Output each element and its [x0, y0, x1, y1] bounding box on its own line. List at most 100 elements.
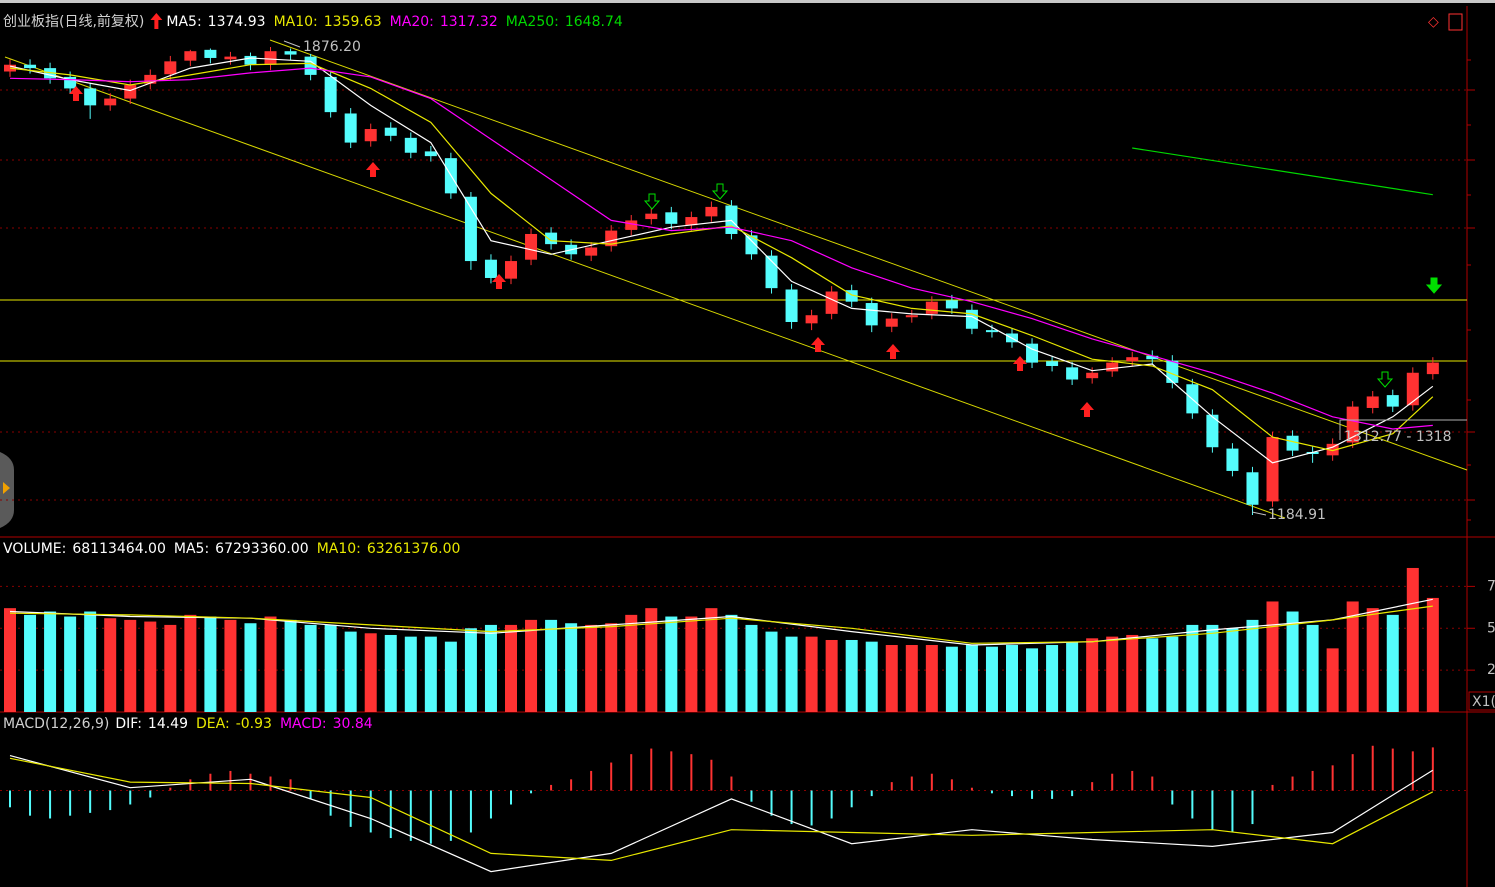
- volume-bar: [985, 646, 998, 712]
- volume-bar: [164, 624, 177, 712]
- readout-value: 1359.63: [324, 14, 382, 30]
- readout-name: MA250:: [506, 14, 559, 30]
- volume-bar: [224, 619, 237, 712]
- buy-signal: [886, 344, 900, 359]
- candle-body: [224, 56, 237, 60]
- candle-body: [144, 74, 157, 84]
- buy-signal: [811, 337, 825, 352]
- readout-name: DIF:: [115, 716, 142, 732]
- candle-body: [1206, 414, 1219, 448]
- readout-value: 1648.74: [565, 14, 623, 30]
- volume-bar: [605, 623, 618, 712]
- volume-bar: [585, 624, 598, 712]
- volume-bar: [184, 614, 197, 712]
- window-icon[interactable]: [1448, 13, 1463, 31]
- candle-body: [925, 301, 938, 314]
- sell-signal: [643, 193, 661, 210]
- pane-title: MACD(12,26,9): [3, 716, 109, 732]
- volume-bar: [705, 608, 718, 712]
- candle-body: [685, 217, 698, 226]
- candle-body: [1266, 437, 1279, 502]
- volume-bar: [4, 608, 16, 712]
- candle-body: [1106, 362, 1119, 372]
- volume-bar: [885, 645, 898, 712]
- volume-bar: [745, 624, 758, 712]
- candle-body: [785, 289, 798, 322]
- volume-bar: [1386, 614, 1399, 712]
- volume-bar: [1146, 638, 1159, 712]
- volume-bar: [484, 624, 497, 712]
- price-marker: [1339, 419, 1467, 440]
- volume-bar: [464, 628, 477, 712]
- volume-bar: [1126, 634, 1139, 712]
- volume-bar: [545, 619, 558, 712]
- volume-bar: [965, 645, 978, 712]
- y-tick-label: 7: [1487, 578, 1495, 594]
- volume-bar: [1186, 624, 1199, 712]
- candle-body: [184, 51, 197, 61]
- indicator-line: [1132, 147, 1433, 196]
- note-box: [1468, 691, 1495, 711]
- readout-name: VOLUME:: [3, 541, 66, 557]
- candle-body: [865, 303, 878, 326]
- volume-bar: [1346, 601, 1359, 712]
- candle-body: [464, 196, 477, 262]
- indicator-line: [9, 67, 1433, 430]
- volume-bar: [565, 623, 578, 712]
- candle-body: [625, 220, 638, 230]
- y-tick-label: 5: [1487, 620, 1495, 636]
- volume-bar: [765, 631, 778, 712]
- volume-bar: [1026, 648, 1039, 712]
- candle-body: [324, 76, 337, 113]
- volume-bar: [1286, 611, 1299, 712]
- candle-body: [1366, 396, 1379, 408]
- volume-bar: [64, 616, 77, 712]
- readout-value: 68113464.00: [72, 541, 166, 557]
- volume-bar: [725, 614, 738, 712]
- volume-bar: [304, 624, 317, 712]
- annotation: 1312.77 - 1318: [1344, 429, 1451, 445]
- candle-body: [645, 213, 658, 220]
- candle-body: [585, 247, 598, 256]
- volume-bar: [905, 645, 918, 712]
- volume-bar: [1366, 608, 1379, 712]
- volume-bar: [364, 633, 377, 712]
- candle-body: [505, 261, 517, 279]
- volume-bar: [1246, 619, 1259, 712]
- volume-bar: [284, 619, 297, 712]
- volume-bar: [805, 636, 818, 712]
- candle-body: [1326, 443, 1339, 456]
- candle-body: [1226, 448, 1239, 471]
- candle-body: [945, 300, 958, 309]
- candle-body: [204, 49, 217, 58]
- volume-bar: [44, 611, 57, 712]
- candle-body: [284, 51, 297, 55]
- volume-bar: [665, 616, 678, 712]
- candle-body: [1346, 406, 1359, 443]
- volume-bar: [144, 621, 157, 712]
- candle-body: [484, 259, 497, 278]
- candle-body: [1126, 357, 1139, 362]
- annotation-leader: [1251, 511, 1267, 516]
- volume-bar: [1166, 636, 1179, 712]
- candle-body: [605, 230, 618, 247]
- candle-body: [64, 76, 77, 89]
- candle-body: [1386, 395, 1399, 407]
- candle-body: [745, 235, 758, 255]
- volume-bar: [845, 639, 858, 712]
- volume-bar: [124, 619, 137, 712]
- candle-body: [424, 151, 437, 157]
- volume-bar: [84, 611, 97, 712]
- zoom-icon[interactable]: ◇: [1428, 14, 1439, 30]
- volume-bar: [104, 618, 117, 712]
- volume-bar: [1426, 597, 1439, 712]
- candle-body: [84, 88, 97, 106]
- readout-name: MA20:: [390, 14, 434, 30]
- indicator-line: [9, 62, 1434, 452]
- pane-title: 创业板指(日线,前复权): [3, 13, 144, 30]
- side-tab-arrow: [3, 482, 10, 494]
- candle-body: [985, 330, 998, 333]
- volume-bar: [1086, 638, 1099, 712]
- volume-bar: [24, 614, 37, 712]
- readout-name: MA10:: [274, 14, 318, 30]
